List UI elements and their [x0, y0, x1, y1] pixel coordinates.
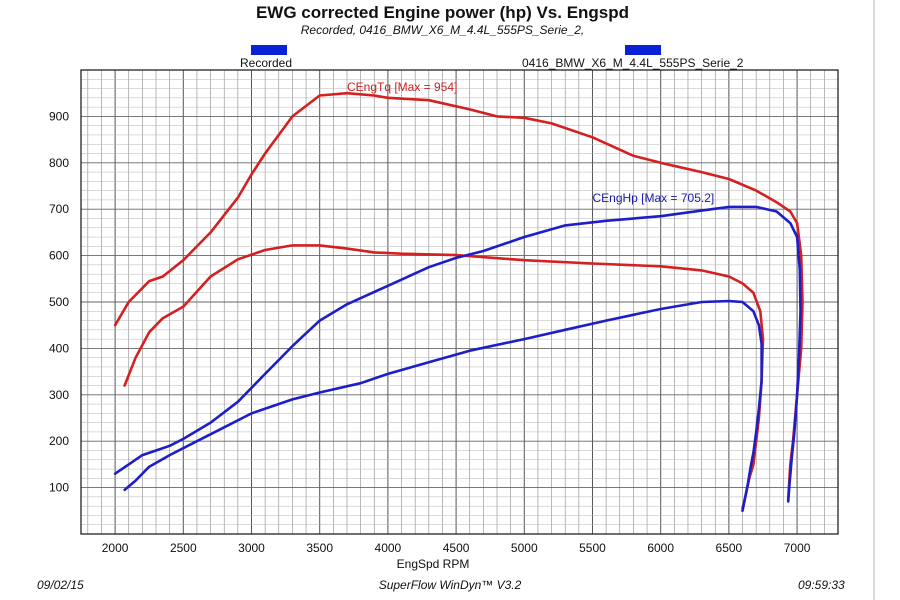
- page-right-border: [873, 0, 875, 600]
- y-tick-label: 200: [49, 434, 69, 448]
- footer-time: 09:59:33: [798, 578, 845, 592]
- legend-swatch-serie2: [625, 45, 661, 55]
- footer-date: 09/02/15: [37, 578, 84, 592]
- x-tick-label: 3500: [306, 541, 333, 555]
- x-tick-label: 5000: [511, 541, 538, 555]
- chart-title: EWG corrected Engine power (hp) Vs. Engs…: [255, 3, 630, 22]
- series-line-3: [113, 205, 802, 503]
- legend-label-recorded: Recorded: [240, 56, 293, 70]
- y-tick-label: 800: [49, 156, 69, 170]
- x-tick-label: 6500: [716, 541, 743, 555]
- x-tick-label: 3000: [238, 541, 265, 555]
- x-tick-label: 4000: [375, 541, 402, 555]
- legend-swatch-recorded: [251, 45, 287, 55]
- y-tick-label: 100: [49, 481, 69, 495]
- x-tick-label: 4500: [443, 541, 470, 555]
- series-line-4: [123, 299, 763, 513]
- y-tick-label: 300: [49, 388, 69, 402]
- y-tick-label: 400: [49, 341, 69, 355]
- x-tick-label: 7000: [784, 541, 811, 555]
- y-tick-label: 900: [49, 109, 69, 123]
- x-tick-label: 5500: [579, 541, 606, 555]
- y-tick-label: 500: [49, 295, 69, 309]
- x-tick-label: 6000: [647, 541, 674, 555]
- x-axis-label: EngSpd RPM: [397, 557, 470, 571]
- series-line-1: [113, 91, 804, 501]
- x-tick-label: 2500: [170, 541, 197, 555]
- y-tick-label: 600: [49, 249, 69, 263]
- annotation-2: CEngHp [Max = 705.2]: [592, 191, 714, 205]
- annotation-1: CEngTq [Max = 954]: [347, 80, 457, 94]
- y-tick-label: 700: [49, 202, 69, 216]
- footer-software: SuperFlow WinDyn™ V3.2: [378, 578, 522, 592]
- legend-label-serie2: 0416_BMW_X6_M_4.4L_555PS_Serie_2: [522, 56, 744, 70]
- plot-frame: [80, 69, 839, 535]
- x-tick-label: 2000: [102, 541, 129, 555]
- chart-subtitle: Recorded, 0416_BMW_X6_M_4.4L_555PS_Serie…: [300, 23, 585, 37]
